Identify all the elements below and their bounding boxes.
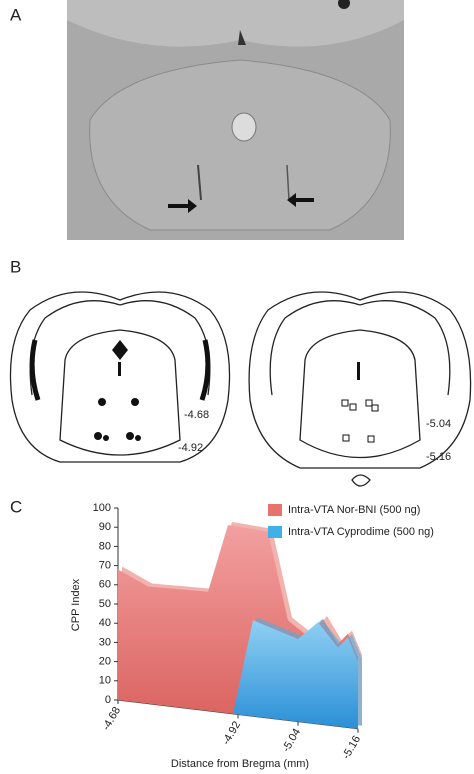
y-tick-label: 50 — [99, 598, 111, 610]
x-tick-label: -4.68 — [100, 705, 123, 733]
y-tick-label: 40 — [99, 617, 111, 629]
micrograph — [67, 0, 404, 240]
panel-label: B — [10, 257, 21, 276]
bregma-label: -5.04 — [426, 418, 451, 430]
y-tick-label: 10 — [99, 675, 111, 687]
y-tick-label: 90 — [99, 521, 111, 533]
y-tick-label: 70 — [99, 560, 111, 572]
bregma-label: -4.68 — [184, 409, 209, 421]
y-tick-label: 30 — [99, 636, 111, 648]
y-tick-label: 20 — [99, 656, 111, 668]
brain-section-left — [9, 291, 231, 463]
panel-label: A — [10, 5, 22, 24]
bregma-label: -5.16 — [426, 451, 451, 463]
brain-section-right — [248, 291, 472, 487]
x-axis-label: Distance from Bregma (mm) — [171, 758, 309, 770]
legend-swatch — [268, 504, 282, 516]
x-tick-label: -5.04 — [280, 727, 303, 755]
area — [233, 620, 358, 729]
y-tick-label: 80 — [99, 540, 111, 552]
panel-label: C — [10, 497, 22, 516]
legend-label: Intra-VTA Nor-BNI (500 ng) — [288, 504, 420, 516]
y-tick-label: 100 — [93, 502, 111, 514]
y-axis-label: CPP Index — [70, 578, 82, 631]
x-tick-label: -4.92 — [220, 719, 243, 747]
y-tick-label: 60 — [99, 579, 111, 591]
x-tick-label: -5.16 — [340, 734, 363, 762]
legend-swatch — [268, 526, 282, 538]
chart: 0 10 20 30 40 50 60 70 80 90 100 -4.68 -4.92 -5.04 -5.… — [93, 502, 434, 762]
legend-label: Intra-VTA Cyprodime (500 ng) — [288, 526, 434, 538]
bregma-label: -4.92 — [178, 442, 203, 454]
y-tick-label: 0 — [105, 694, 111, 706]
